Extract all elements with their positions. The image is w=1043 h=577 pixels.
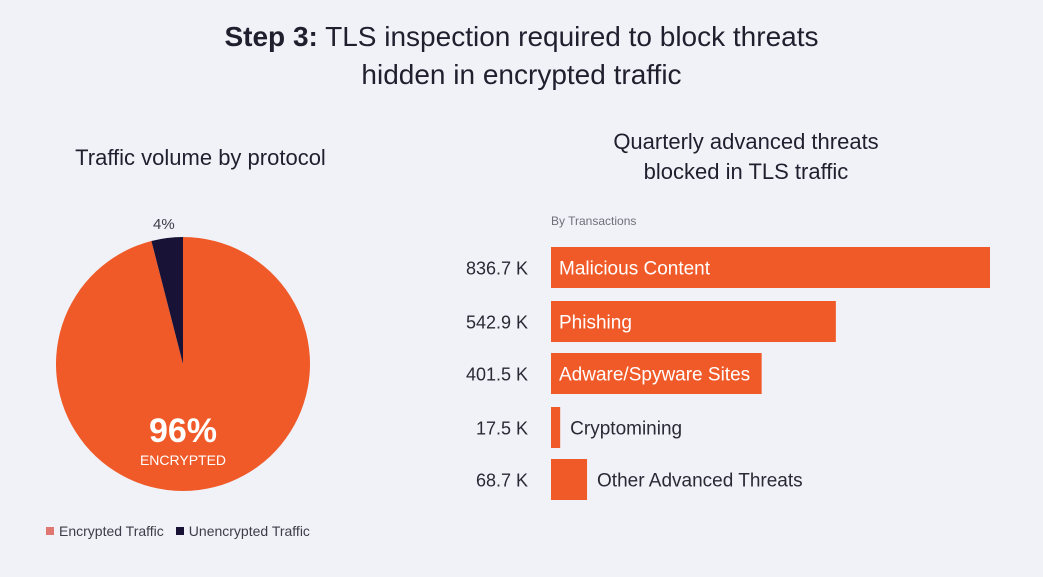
- pie-label-encrypted-value: 96%: [149, 412, 217, 450]
- pie-legend: Encrypted Traffic Unencrypted Traffic: [46, 523, 310, 539]
- bar-chart-title-line1: Quarterly advanced threats: [613, 129, 879, 154]
- bar-category-label-other-advanced-threats: Other Advanced Threats: [597, 471, 803, 492]
- bar-category-label-phishing: Phishing: [559, 313, 632, 334]
- bar-chart-subtitle: By Transactions: [551, 214, 637, 228]
- pie-chart-title: Traffic volume by protocol: [75, 145, 326, 170]
- bar-category-label-cryptomining: Cryptomining: [570, 419, 682, 440]
- bar-value-label-malicious-content: 836.7 K: [466, 259, 528, 279]
- legend-item-unencrypted: Unencrypted Traffic: [175, 523, 310, 539]
- legend-swatch-unencrypted: [175, 527, 184, 535]
- pie-slice-encrypted: [56, 237, 311, 491]
- bar-phishing: [551, 301, 836, 342]
- bar-category-label-malicious-content: Malicious Content: [559, 259, 711, 280]
- legend-label-encrypted: Encrypted Traffic: [59, 523, 164, 539]
- legend-item-encrypted: Encrypted Traffic: [46, 523, 164, 539]
- bar-value-label-adware-spyware: 401.5 K: [466, 365, 528, 385]
- bar-value-label-other-advanced-threats: 68.7 K: [476, 471, 528, 491]
- bar-cryptomining: [551, 407, 561, 448]
- title-main: TLS inspection required to block threats: [325, 21, 819, 52]
- bar-value-label-phishing: 542.9 K: [466, 313, 528, 333]
- pie-label-encrypted-text: ENCRYPTED: [140, 452, 226, 468]
- legend-swatch-encrypted: [46, 527, 54, 535]
- legend-label-unencrypted: Unencrypted Traffic: [188, 523, 310, 539]
- bar-chart-title-line2: blocked in TLS traffic: [643, 159, 849, 184]
- pie-label-unencrypted-value: 4%: [153, 216, 175, 233]
- bar-other-advanced-threats: [551, 459, 588, 500]
- title-step: Step 3:: [224, 21, 318, 52]
- bar-category-label-adware-spyware: Adware/Spyware Sites: [559, 365, 750, 386]
- bar-adware-spyware: [551, 353, 762, 394]
- title-line2: hidden in encrypted traffic: [361, 59, 682, 90]
- pie-slice-unencrypted: [151, 237, 183, 364]
- bar-value-label-cryptomining: 17.5 K: [476, 419, 528, 439]
- bar-chart-title: Quarterly advanced threats blocked in TL…: [540, 127, 952, 187]
- page-title: Step 3: TLS inspection required to block…: [0, 18, 1043, 94]
- bar-malicious-content: [551, 247, 990, 288]
